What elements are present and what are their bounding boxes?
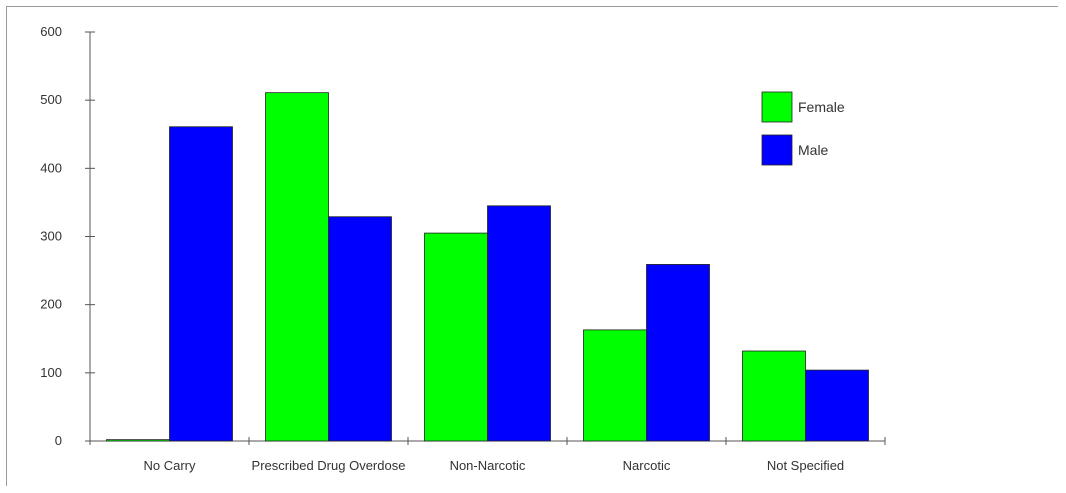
bars <box>106 92 869 442</box>
bar-female-2 <box>424 232 488 442</box>
bar-male-3 <box>646 264 710 442</box>
x-tick-label: Prescribed Drug Overdose <box>252 458 406 473</box>
y-tick-label: 100 <box>40 365 62 380</box>
x-tick-label: Narcotic <box>623 458 671 473</box>
legend-label-female: Female <box>798 99 845 115</box>
bar-male-2 <box>487 205 551 442</box>
bar-male-1 <box>328 216 392 442</box>
legend: Female Male <box>761 91 845 166</box>
y-tick-label: 0 <box>55 433 62 448</box>
bar-female-0 <box>106 439 170 442</box>
x-tick-label: No Carry <box>143 458 196 473</box>
y-tick-label: 200 <box>40 297 62 312</box>
bar-female-1 <box>265 92 329 442</box>
y-tick-label: 300 <box>40 229 62 244</box>
x-axis: No Carry Prescribed Drug Overdose Non-Narc… <box>89 437 886 473</box>
y-tick-label: 400 <box>40 160 62 175</box>
legend-label-male: Male <box>798 142 829 158</box>
y-axis: 0 100 200 300 400 500 600 <box>40 24 95 448</box>
bar-male-0 <box>169 126 233 442</box>
bar-female-3 <box>583 329 647 442</box>
legend-swatch-female <box>761 91 793 123</box>
chart-frame <box>6 6 1058 486</box>
legend-swatch-male <box>761 134 793 166</box>
y-tick-label: 500 <box>40 92 62 107</box>
x-tick-label: Not Specified <box>767 458 844 473</box>
bar-male-4 <box>805 369 869 442</box>
x-tick-label: Non-Narcotic <box>450 458 526 473</box>
bar-female-4 <box>742 350 806 442</box>
y-tick-label: 600 <box>40 24 62 39</box>
